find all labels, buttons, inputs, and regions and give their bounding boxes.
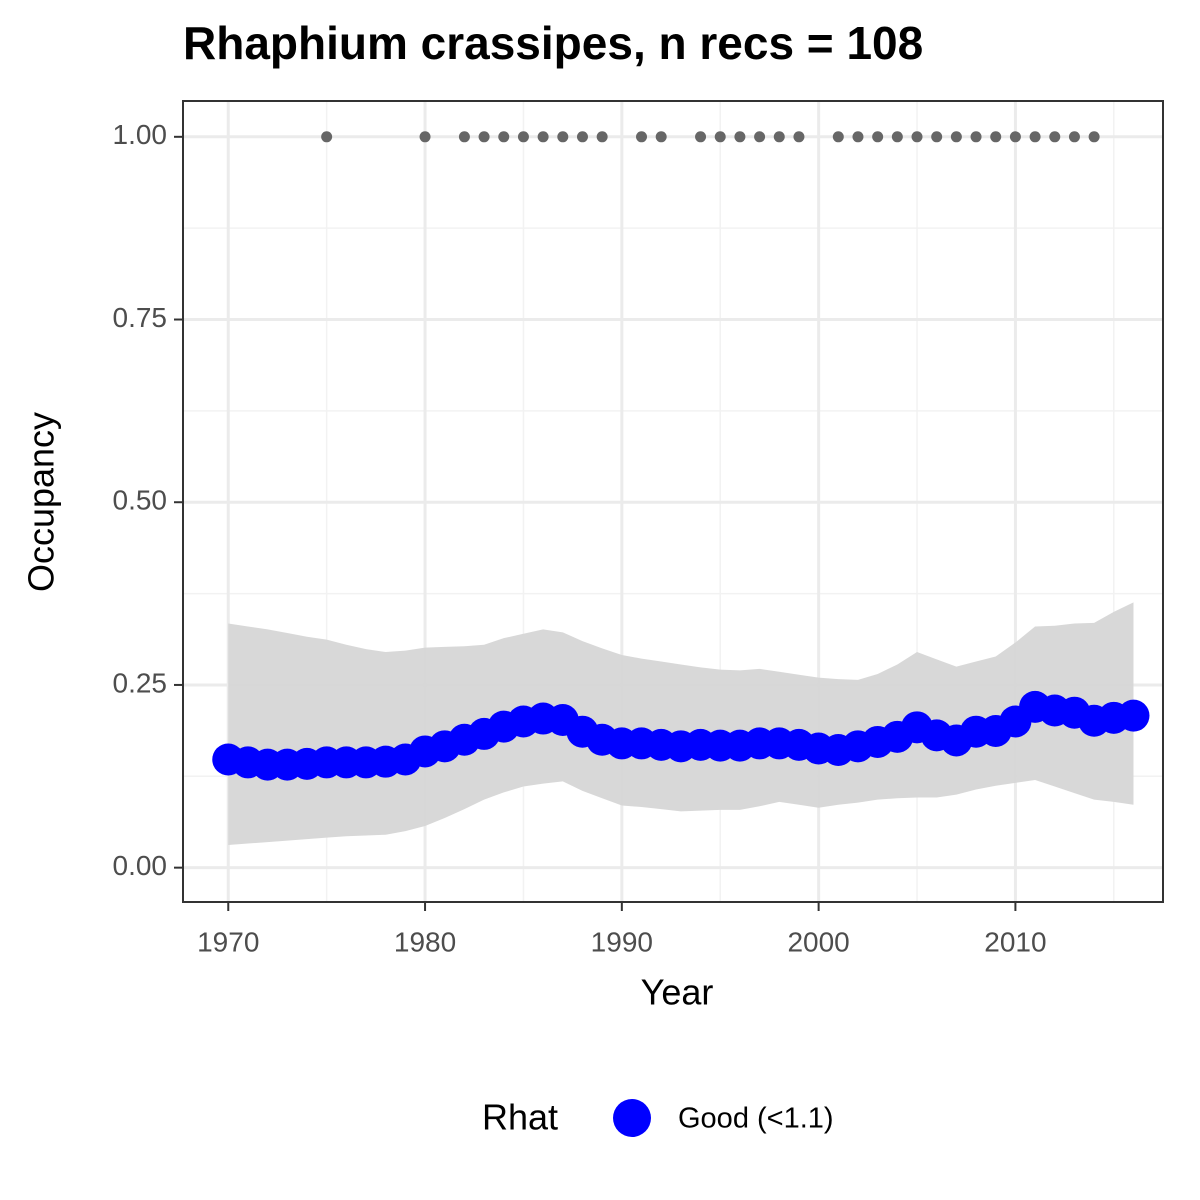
record-point	[931, 131, 943, 143]
record-point	[517, 131, 529, 143]
record-point	[852, 131, 864, 143]
record-point	[832, 131, 844, 143]
x-tick-label: 1990	[591, 926, 653, 957]
y-axis-label: Occupancy	[21, 412, 62, 592]
record-point	[990, 131, 1002, 143]
legend: Rhat Good (<1.1)	[482, 1097, 834, 1138]
record-point	[891, 131, 903, 143]
y-tick-label: 0.00	[113, 850, 168, 881]
record-point	[419, 131, 431, 143]
confidence-band	[228, 602, 1134, 845]
legend-swatch	[613, 1099, 651, 1137]
record-point	[773, 131, 785, 143]
x-tick-label: 1970	[197, 926, 259, 957]
record-point	[498, 131, 510, 143]
chart-title: Rhaphium crassipes, n recs = 108	[183, 17, 923, 69]
record-point	[557, 131, 569, 143]
y-tick-label: 0.50	[113, 485, 168, 516]
record-point	[321, 131, 333, 143]
x-tick-label: 2010	[984, 926, 1046, 957]
record-point	[754, 131, 766, 143]
record-point	[1009, 131, 1021, 143]
record-point	[714, 131, 726, 143]
record-point	[911, 131, 923, 143]
occupancy-point	[1117, 699, 1150, 732]
record-point	[872, 131, 884, 143]
record-point	[636, 131, 648, 143]
record-point	[950, 131, 962, 143]
y-tick-label: 0.75	[113, 302, 168, 333]
record-point	[478, 131, 490, 143]
record-point	[1068, 131, 1080, 143]
record-point	[734, 131, 746, 143]
legend-label: Good (<1.1)	[678, 1103, 834, 1135]
x-tick-label: 1980	[394, 926, 456, 957]
plot-area	[212, 131, 1150, 845]
record-point	[655, 131, 667, 143]
axes: 1970 1980 1990 2000 2010 0.00 0.25 0.50 0.75 1.00	[113, 119, 1047, 957]
record-point	[458, 131, 470, 143]
legend-title: Rhat	[482, 1097, 558, 1138]
record-point	[1029, 131, 1041, 143]
record-point	[793, 131, 805, 143]
record-point	[1049, 131, 1061, 143]
record-point	[1088, 131, 1100, 143]
record-point	[537, 131, 549, 143]
x-axis-label: Year	[641, 972, 714, 1013]
x-tick-label: 2000	[787, 926, 849, 957]
y-tick-label: 1.00	[113, 119, 168, 150]
record-point	[576, 131, 588, 143]
y-tick-label: 0.25	[113, 667, 168, 698]
record-point	[970, 131, 982, 143]
record-point	[596, 131, 608, 143]
record-point	[695, 131, 707, 143]
